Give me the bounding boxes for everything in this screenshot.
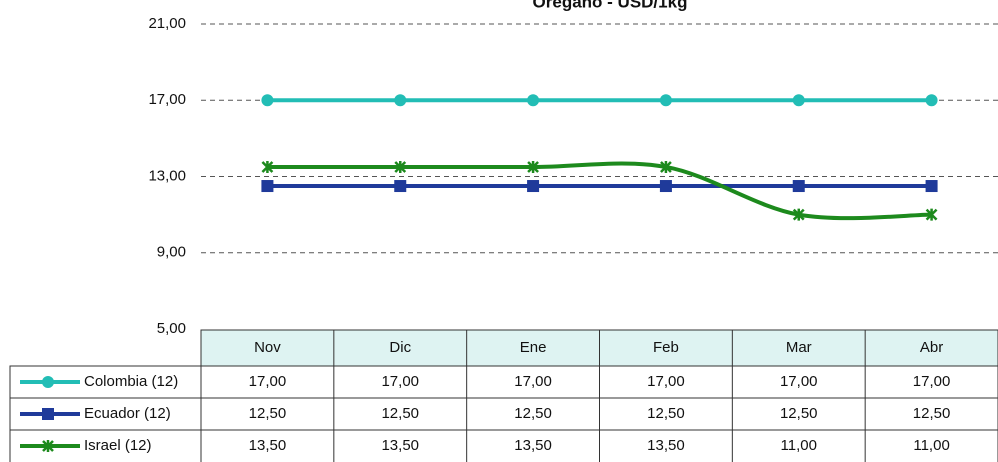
marker [527,180,540,193]
legend-label: Israel (12) [84,437,152,454]
marker [261,180,274,193]
table-value: 17,00 [913,373,951,390]
table-value: 17,00 [780,373,818,390]
marker [394,94,407,107]
table-value: 17,00 [514,373,552,390]
table-value: 17,00 [249,373,287,390]
marker [925,180,938,193]
marker [925,94,938,107]
marker [527,160,539,173]
marker [394,180,407,193]
chart-title: Oregano - USD/1kg [533,0,688,11]
y-tick-label: 17,00 [148,91,186,108]
table-value: 13,50 [514,437,552,454]
table-value: 13,50 [249,437,287,454]
table-value: 12,50 [913,405,951,422]
table-value: 13,50 [647,437,685,454]
y-tick-label: 21,00 [148,15,186,32]
marker [42,440,54,452]
marker [925,208,938,221]
marker [792,208,805,221]
series-line [267,161,932,221]
table-value: 12,50 [514,405,552,422]
y-tick-label: 9,00 [157,244,186,261]
legend-label: Ecuador (12) [84,405,171,422]
marker [660,160,672,173]
table-value: 12,50 [647,405,685,422]
x-tick-label: Mar [786,339,812,356]
table-value: 13,50 [381,437,419,454]
marker [659,94,672,107]
x-tick-label: Ene [520,339,547,356]
marker [261,94,274,107]
marker [659,180,672,193]
table-value: 11,00 [913,437,949,454]
marker [42,408,54,420]
marker [792,180,805,193]
table-value: 17,00 [647,373,685,390]
x-tick-label: Nov [254,339,281,356]
table-value: 12,50 [780,405,818,422]
legend-label: Colombia (12) [84,373,178,390]
x-tick-label: Abr [920,339,943,356]
marker [792,94,805,107]
marker [527,94,540,107]
table-value: 17,00 [381,373,419,390]
marker [394,160,407,173]
marker [261,160,274,173]
table-value: 12,50 [249,405,287,422]
table-value: 11,00 [781,437,817,454]
y-tick-label: 13,00 [148,167,186,184]
marker [42,376,54,388]
x-tick-label: Feb [653,339,679,356]
table-value: 12,50 [381,405,419,422]
x-tick-label: Dic [389,339,411,356]
y-tick-label: 5,00 [157,320,186,337]
